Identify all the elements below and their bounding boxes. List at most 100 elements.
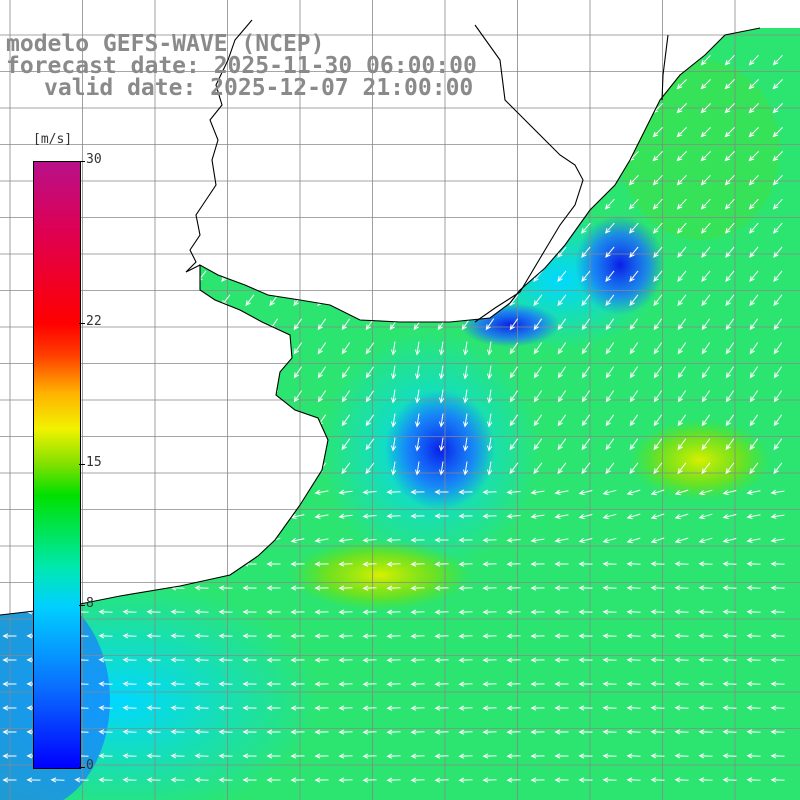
wind-arrow [170,777,185,783]
forecast-date: forecast date: 2025-11-30 06:00:00 [6,53,477,79]
wind-arrow [125,414,135,427]
wind-arrow [482,609,497,615]
wind-arrow [266,657,281,663]
wind-arrow [218,585,233,591]
wind-arrow [749,438,759,451]
wind-arrow [2,681,17,687]
wind-arrow [701,342,711,355]
wind-arrow [146,489,161,496]
wind-arrow [701,462,711,475]
wind-arrow [410,753,425,759]
wind-arrow [604,222,615,234]
wind-arrow [170,561,185,567]
wind-arrow [554,609,569,615]
wind-arrow [746,705,761,711]
wind-arrow [749,246,759,258]
wind-arrow [340,198,351,210]
wind-arrow [242,489,257,496]
wind-arrow [218,537,233,544]
wind-arrow [677,318,687,331]
wind-arrow [245,246,255,258]
wind-arrow [650,585,665,591]
wind-arrow [772,198,783,210]
wind-arrow [2,633,17,639]
wind-arrow [122,585,137,591]
wind-arrow [362,633,377,639]
wind-arrow [245,294,255,307]
wind-arrow [194,537,209,544]
wind-arrow [554,489,569,495]
wind-arrow [602,513,617,520]
wind-arrow [701,390,711,403]
wind-arrow [749,342,759,355]
wind-arrow [388,198,399,210]
wind-arrow [386,681,401,687]
wind-arrow [124,222,135,234]
wind-arrow [554,561,569,567]
wind-arrow [746,489,761,495]
colorbar-tick-label: 0 [86,758,94,773]
wind-arrow [266,489,281,496]
wind-arrow [724,198,735,210]
wind-arrow [266,585,281,591]
wind-arrow [194,753,209,759]
wind-arrow [509,270,519,283]
wind-arrow [317,318,327,331]
wind-arrow [173,462,183,475]
wind-arrow [365,438,375,451]
wind-arrow [677,270,687,283]
wind-arrow [508,222,519,234]
wind-arrow [701,270,711,283]
wind-arrow [266,681,281,687]
wind-arrow [773,438,783,451]
wind-arrow [581,342,591,355]
wind-arrow [725,390,735,403]
wind-arrow [653,366,663,379]
wind-arrow [218,681,233,687]
wind-arrow [554,633,569,639]
wind-arrow [460,198,471,210]
wind-arrow [218,777,233,783]
wind-arrow [389,246,399,258]
wind-arrow [316,198,327,210]
wind-arrow [725,438,735,451]
wind-arrow [341,462,351,475]
wind-arrow [722,633,737,639]
wind-arrow [266,561,281,567]
wind-arrow [676,79,687,90]
wind-arrow [362,489,377,495]
wind-arrow [676,174,687,186]
wind-arrow [773,366,783,379]
wind-arrow [533,270,543,283]
wind-arrow [220,151,231,162]
wind-arrow [410,657,425,663]
wind-arrow [484,174,495,186]
wind-arrow [268,151,279,162]
wind-arrow [482,561,497,567]
wind-arrow [146,537,161,544]
wind-arrow [506,513,521,519]
wind-arrow [530,705,545,711]
colorbar-tick-label: 30 [86,152,102,167]
wind-arrow [439,389,445,404]
wind-arrow [629,294,639,307]
wind-arrow [770,513,785,519]
wind-arrow [725,366,735,379]
wind-arrow [556,174,567,186]
wind-arrow [458,777,473,783]
wind-arrow [218,657,233,663]
wind-arrow [266,705,281,711]
wind-arrow [122,705,137,711]
wind-arrow [628,54,639,66]
wind-arrow [242,753,257,759]
wind-arrow [242,609,257,615]
wind-arrow [581,270,591,283]
colorbar-tick [79,767,85,768]
wind-arrow [485,318,495,331]
wind-arrow [674,657,689,663]
wind-arrow [410,705,425,711]
wind-arrow [700,174,711,186]
wind-arrow [386,513,401,519]
wind-arrow [149,366,159,379]
